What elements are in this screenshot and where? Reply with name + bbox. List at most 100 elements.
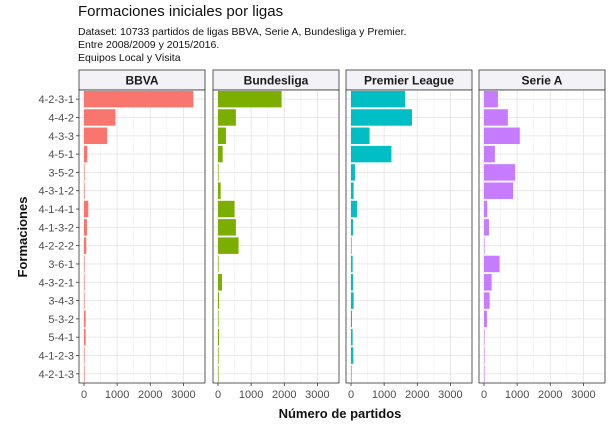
bar-serie-a-4-2-2-2: [484, 237, 485, 254]
bar-serie-a-3-4-3: [484, 292, 490, 309]
bar-premier-league-3-5-2: [351, 164, 355, 181]
bar-serie-a-4-2-3-1: [484, 90, 498, 108]
bar-serie-a-4-1-4-1: [484, 200, 488, 218]
y-tick-label: 4-3-1-2: [39, 186, 74, 198]
bar-premier-league-4-4-2: [351, 109, 412, 126]
bar-bundesliga-4-4-2: [218, 109, 236, 126]
bar-bundesliga-4-2-3-1: [218, 90, 282, 108]
x-tick-label: 0: [215, 389, 221, 401]
bar-premier-league-3-6-1: [351, 255, 353, 273]
x-tick-label: 3000: [438, 389, 462, 401]
chart-subtitle-line-1: Dataset: 10733 partidos de ligas BBVA, S…: [78, 26, 406, 38]
bar-serie-a-4-2-1-3: [484, 365, 485, 383]
bar-serie-a-4-3-2-1: [484, 274, 492, 291]
y-tick-label: 4-3-3: [48, 131, 74, 143]
facet-strip-label-serie-a: Serie A: [522, 74, 563, 88]
y-tick-label: 4-3-2-1: [39, 277, 74, 289]
bar-premier-league-4-3-1-2: [351, 182, 354, 199]
bar-bundesliga-4-1-4-1: [218, 200, 235, 218]
bar-bbva-3-5-2: [84, 164, 85, 181]
bar-bundesliga-4-3-1-2: [218, 182, 221, 199]
x-tick-label: 1000: [105, 389, 129, 401]
y-tick-label: 3-5-2: [48, 167, 74, 179]
x-tick-label: 2000: [272, 389, 296, 401]
bar-bbva-4-2-1-3: [84, 365, 85, 383]
chart-subtitle-line-3: Equipos Local y Visita: [78, 52, 181, 64]
y-axis-tick-labels: 4-2-3-1 4-4-2 4-3-3 4-5-1 3-5-2 4-3-1-2 4-1-4-…: [39, 94, 79, 381]
bar-serie-a-4-1-2-3: [484, 347, 485, 364]
bar-premier-league-4-1-2-3: [351, 347, 354, 364]
bar-bundesliga-5-4-1: [218, 328, 219, 346]
bar-bbva-4-3-1-2: [84, 182, 85, 199]
bar-bbva-5-3-2: [84, 310, 86, 328]
bar-bbva-4-5-1: [84, 145, 88, 163]
bar-premier-league-4-2-2-2: [351, 237, 352, 254]
panel-border-premier-league: [345, 89, 473, 384]
bar-bundesliga-4-3-2-1: [218, 274, 222, 291]
y-tick-label: 3-6-1: [48, 259, 74, 271]
bar-premier-league-4-3-3: [351, 127, 370, 145]
chart-title: Formaciones iniciales por ligas: [78, 3, 283, 20]
bar-serie-a-5-3-2: [484, 310, 487, 328]
bar-serie-a-4-3-1-2: [484, 182, 514, 199]
bar-premier-league-4-2-3-1: [351, 90, 406, 108]
panel-border-serie-a: [478, 89, 606, 384]
bar-bbva-4-2-2-2: [84, 237, 87, 254]
bar-premier-league-4-5-1: [351, 145, 392, 163]
bar-bundesliga-3-6-1: [218, 255, 219, 273]
y-tick-label: 4-1-2-3: [39, 351, 74, 363]
bar-bbva-4-3-2-1: [84, 274, 85, 291]
bar-serie-a-4-1-3-2: [484, 219, 489, 236]
x-tick-label: 3000: [171, 389, 195, 401]
bar-bbva-3-4-3: [84, 292, 85, 309]
bar-serie-a-4-4-2: [484, 109, 508, 126]
bar-bundesliga-3-4-3: [218, 292, 219, 309]
bar-premier-league-4-3-2-1: [351, 274, 353, 291]
facet-strip-label-premier-league: Premier League: [364, 74, 454, 88]
bar-serie-a-4-3-3: [484, 127, 520, 145]
facet-bundesliga: Bundesliga 0 1000 2000 3000: [212, 69, 340, 401]
facet-strip-label-bbva: BBVA: [125, 74, 158, 88]
bar-bbva-4-4-2: [84, 109, 116, 126]
panel-background-bundesliga: [213, 90, 339, 383]
panel-border-bundesliga: [212, 89, 340, 384]
bar-bbva-4-1-3-2: [84, 219, 87, 236]
facet-serie-a: Serie A 0 1000 2000 3000: [478, 69, 606, 401]
bar-bbva-4-2-3-1: [84, 90, 194, 108]
x-tick-label: 2000: [405, 389, 429, 401]
facet-premier-league: Premier League 0 1000 2000 3000: [345, 69, 473, 401]
chart-subtitle-line-2: Entre 2008/2009 y 2015/2016.: [78, 39, 219, 51]
bar-serie-a-4-5-1: [484, 145, 495, 163]
bar-bbva-3-6-1: [84, 255, 85, 273]
bar-premier-league-4-2-1-3: [351, 365, 352, 383]
bar-premier-league-5-4-1: [351, 328, 353, 346]
facets: BBVA 0 1000 2000 3000 Bundesliga 0 1000 2000 3000…: [78, 69, 606, 401]
x-tick-label: 3000: [571, 389, 595, 401]
y-tick-label: 4-2-3-1: [39, 94, 74, 106]
x-tick-label: 2000: [138, 389, 162, 401]
bar-bundesliga-4-2-1-3: [218, 365, 219, 383]
bar-bundesliga-5-3-2: [218, 310, 219, 328]
bar-bundesliga-4-2-2-2: [218, 237, 239, 254]
panel-border-bbva: [78, 89, 206, 384]
bar-bbva-4-1-2-3: [84, 347, 85, 364]
bar-bundesliga-4-3-3: [218, 127, 226, 145]
y-tick-label: 4-4-2: [48, 112, 74, 124]
x-tick-label: 0: [81, 389, 87, 401]
x-tick-label: 1000: [372, 389, 396, 401]
y-tick-label: 4-2-2-2: [39, 241, 74, 253]
x-tick-label: 1000: [239, 389, 263, 401]
bar-bbva-4-3-3: [84, 127, 108, 145]
bar-serie-a-5-4-1: [484, 328, 485, 346]
x-tick-label: 2000: [538, 389, 562, 401]
bar-bundesliga-3-5-2: [218, 164, 219, 181]
y-tick-label: 4-5-1: [48, 149, 74, 161]
bar-premier-league-5-3-2: [351, 310, 352, 328]
bar-bbva-4-1-4-1: [84, 200, 89, 218]
x-axis-title: Número de partidos: [279, 406, 402, 421]
bar-bundesliga-4-5-1: [218, 145, 223, 163]
bar-bundesliga-4-1-2-3: [218, 347, 219, 364]
y-tick-label: 4-2-1-3: [39, 369, 74, 381]
bar-bbva-5-4-1: [84, 328, 86, 346]
